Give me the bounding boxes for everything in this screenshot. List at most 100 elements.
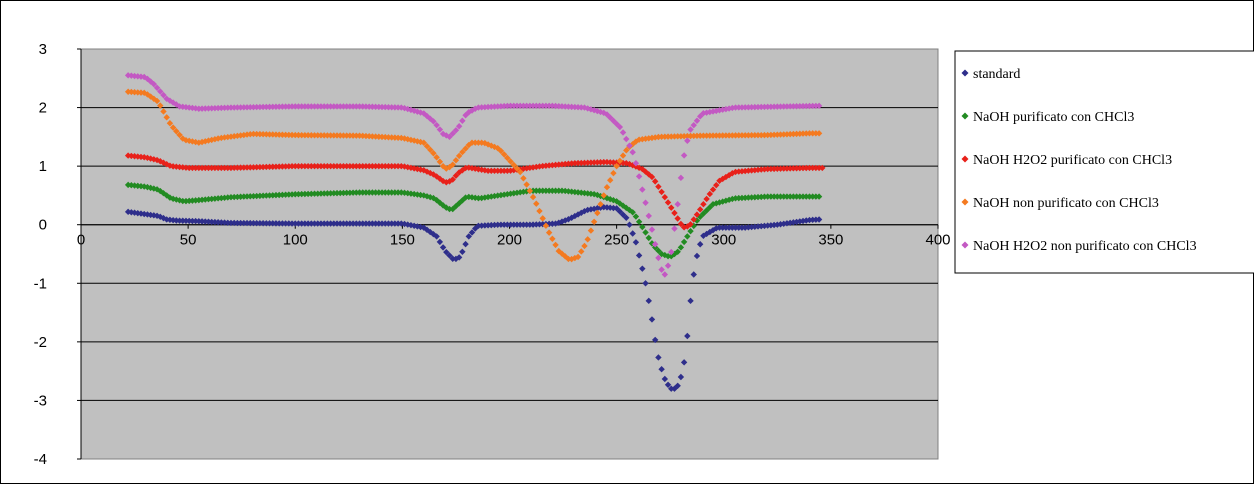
data-point: [803, 102, 810, 110]
data-point: [211, 164, 219, 172]
data-point: [790, 103, 797, 110]
data-point: [475, 139, 482, 146]
data-point: [677, 174, 685, 182]
data-point: [533, 200, 540, 207]
data-point: [545, 187, 553, 194]
data-point: [369, 189, 376, 196]
data-point: [539, 215, 546, 222]
data-point: [230, 164, 238, 172]
data-point: [571, 188, 579, 196]
data-point: [571, 103, 579, 111]
data-point: [304, 220, 312, 227]
data-point: [584, 236, 591, 243]
data-point: [462, 194, 469, 201]
data-point: [635, 136, 643, 143]
x-tick-label: 150: [390, 232, 415, 249]
data-point: [571, 212, 579, 220]
data-point: [565, 255, 572, 263]
data-point: [192, 105, 199, 112]
data-point: [709, 226, 717, 234]
data-point: [581, 207, 588, 215]
data-point: [751, 103, 759, 111]
data-point: [500, 221, 508, 228]
data-point: [748, 223, 755, 231]
y-tick-label: 2: [39, 100, 47, 117]
data-point: [793, 165, 800, 172]
data-point: [703, 195, 710, 203]
data-point: [488, 167, 495, 175]
data-point: [343, 220, 350, 227]
data-point: [642, 135, 649, 142]
data-point: [504, 154, 511, 162]
data-point: [214, 164, 222, 172]
data-point: [815, 130, 823, 137]
data-point: [308, 103, 315, 110]
data-point: [160, 108, 167, 115]
data-point: [632, 239, 640, 246]
data-point: [725, 224, 733, 231]
data-point: [192, 138, 199, 146]
data-point: [295, 103, 302, 110]
data-point: [333, 103, 341, 110]
x-tick-label: 100: [283, 232, 308, 249]
data-point: [716, 224, 723, 231]
data-point: [484, 167, 492, 175]
plot-area: [80, 48, 939, 460]
data-point: [600, 192, 607, 199]
data-point: [565, 160, 572, 167]
data-point: [353, 103, 360, 110]
data-point: [394, 220, 402, 227]
data-point: [327, 220, 334, 227]
data-point: [629, 209, 636, 216]
data-point: [394, 104, 402, 111]
data-point: [603, 184, 611, 191]
data-point: [812, 216, 820, 223]
data-point: [758, 193, 765, 201]
data-point: [764, 193, 771, 200]
data-point: [552, 241, 559, 249]
data-point: [449, 130, 456, 137]
legend-label: NaOH purificato con CHCl3: [973, 110, 1134, 125]
data-point: [587, 190, 595, 197]
data-point: [462, 145, 469, 152]
legend-box: [954, 50, 1254, 274]
data-point: [513, 165, 521, 172]
data-point: [317, 132, 325, 139]
data-point: [320, 190, 328, 197]
data-point: [690, 216, 697, 223]
data-point: [651, 178, 659, 185]
data-point: [375, 189, 383, 196]
data-point: [353, 220, 360, 227]
data-point: [812, 193, 820, 200]
data-point: [655, 254, 662, 262]
data-point: [359, 103, 366, 110]
data-point: [359, 220, 366, 227]
data-point: [436, 199, 444, 206]
data-point: [722, 105, 730, 113]
data-point: [542, 222, 550, 229]
data-point: [256, 192, 264, 200]
data-point: [153, 84, 161, 92]
data-point: [372, 189, 379, 196]
legend-marker: [961, 241, 969, 249]
data-point: [693, 117, 701, 124]
legend-marker: [961, 198, 969, 206]
data-point: [552, 220, 559, 227]
data-point: [777, 193, 784, 200]
data-point: [552, 161, 559, 169]
data-point: [545, 162, 553, 169]
data-point: [651, 241, 659, 248]
data-point: [189, 164, 196, 172]
data-point: [250, 103, 257, 111]
data-point: [568, 160, 575, 167]
data-point: [803, 217, 810, 224]
data-point: [497, 103, 505, 110]
data-point: [741, 224, 749, 231]
data-point: [664, 133, 672, 140]
data-point: [545, 229, 553, 236]
data-point: [578, 189, 585, 196]
data-point: [452, 172, 460, 179]
data-point: [378, 133, 386, 141]
data-point: [745, 132, 752, 139]
data-point: [674, 248, 681, 256]
